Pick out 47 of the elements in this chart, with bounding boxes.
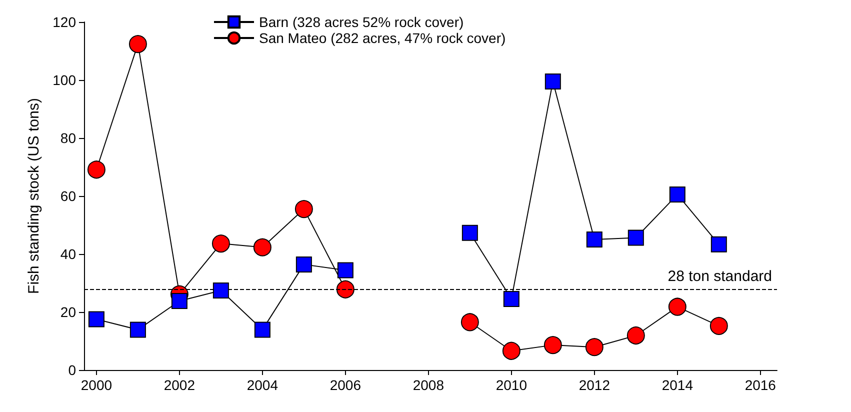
point: [337, 262, 354, 278]
point: [628, 230, 644, 246]
point: [460, 313, 479, 332]
x-tick-label: 2002: [164, 377, 196, 393]
point: [254, 322, 270, 338]
ref-line-label: 28 ton standard: [668, 268, 772, 285]
point: [668, 298, 686, 316]
point: [544, 336, 562, 354]
x-tick-label: 2006: [330, 377, 362, 393]
point: [294, 200, 313, 218]
point: [171, 292, 188, 309]
y-tick-label: 100: [52, 72, 76, 88]
legend-label: Barn (328 acres 52% rock cover): [259, 14, 464, 30]
y-tick-label: 120: [52, 14, 76, 30]
x-tick-label: 2008: [412, 377, 444, 393]
point: [710, 236, 727, 252]
point: [253, 238, 272, 256]
y-tick-label: 20: [60, 304, 76, 320]
x-tick-label: 2012: [578, 377, 610, 393]
point: [544, 73, 561, 90]
y-tick-label: 80: [60, 130, 76, 146]
point: [130, 322, 146, 338]
y-tick-label: 0: [68, 362, 76, 378]
x-tick-label: 2014: [662, 377, 694, 393]
point: [503, 290, 520, 307]
x-tick-label: 2010: [496, 377, 528, 393]
point: [502, 342, 520, 360]
point: [128, 35, 147, 54]
point: [710, 316, 728, 335]
point: [585, 338, 604, 356]
x-tick-label: 2016: [744, 377, 776, 393]
point: [462, 224, 478, 241]
y-tick-label: 60: [60, 188, 76, 204]
x-tick-label: 2000: [80, 377, 112, 393]
legend-label: San Mateo (282 acres, 47% rock cover): [259, 30, 506, 46]
y-axis-title: Fish standing stock (US tons): [26, 98, 43, 294]
point: [296, 256, 312, 272]
point: [88, 311, 104, 328]
point: [669, 186, 686, 203]
point: [586, 232, 602, 248]
point: [626, 326, 645, 344]
point: [87, 160, 106, 179]
point: [212, 282, 229, 299]
y-tick-label: 40: [60, 246, 76, 262]
point: [336, 280, 354, 298]
point: [212, 234, 230, 253]
x-tick-label: 2004: [246, 377, 278, 393]
